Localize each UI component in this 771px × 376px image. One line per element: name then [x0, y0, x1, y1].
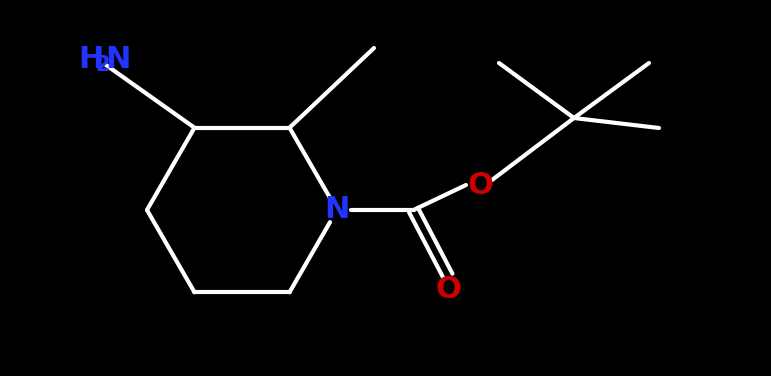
Text: H: H — [78, 45, 103, 74]
Text: O: O — [435, 276, 461, 305]
Text: N: N — [325, 196, 350, 224]
Text: O: O — [467, 170, 493, 200]
Text: N: N — [105, 45, 130, 74]
Text: 2: 2 — [95, 55, 109, 75]
